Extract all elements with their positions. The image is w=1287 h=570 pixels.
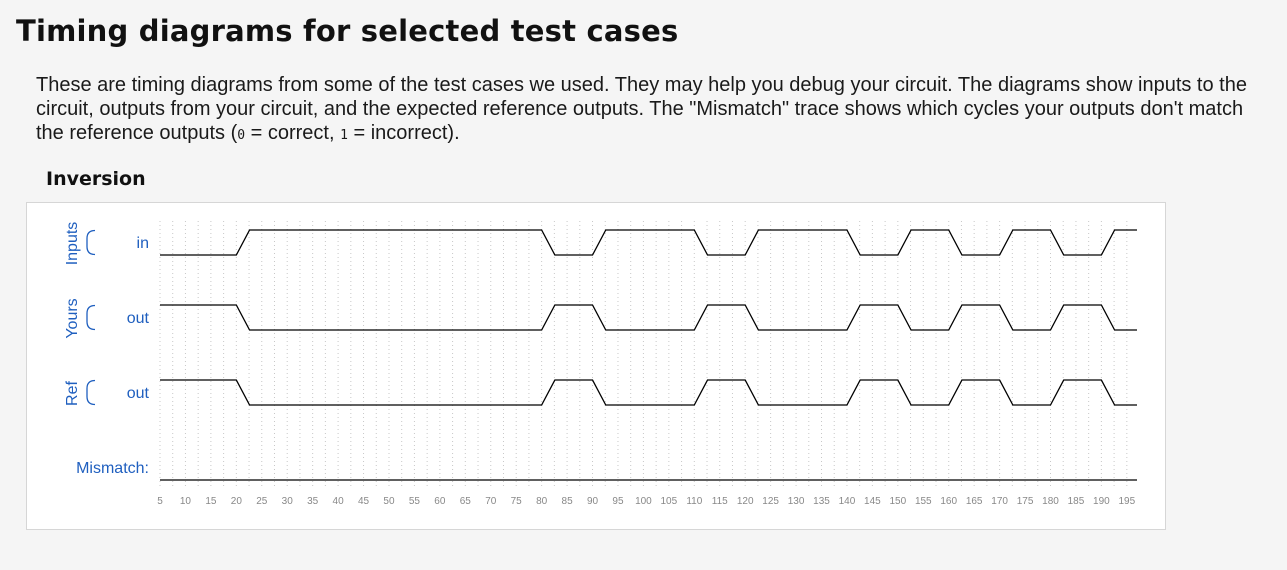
tick-label: 40 <box>333 496 345 507</box>
tick-label: 20 <box>231 496 243 507</box>
tick-label: 160 <box>940 496 957 507</box>
group-label-ref: Ref <box>64 381 81 406</box>
tick-label: 125 <box>762 496 779 507</box>
tick-label: 110 <box>686 496 702 507</box>
tick-label: 95 <box>612 496 624 507</box>
tick-label: 155 <box>915 496 932 507</box>
tick-label: 30 <box>282 496 294 507</box>
tick-label: 165 <box>966 496 983 507</box>
tick-label: 175 <box>1017 496 1034 507</box>
signal-label-0: in <box>137 235 149 252</box>
mismatch-label: Mismatch: <box>76 460 149 477</box>
tick-label: 190 <box>1093 496 1110 507</box>
tick-label: 45 <box>358 496 370 507</box>
tick-label: 5 <box>157 496 163 507</box>
timing-diagram: in out out Inputs Yours Ref Mismatch: 5 10 15 20 25… <box>64 221 1137 507</box>
tick-label: 130 <box>788 496 805 507</box>
tick-label: 140 <box>839 496 856 507</box>
section-title-inversion: Inversion <box>46 168 146 190</box>
group-bracket-1 <box>86 304 96 331</box>
tick-label: 60 <box>434 496 446 507</box>
tick-label: 50 <box>383 496 395 507</box>
intro-code-incorrect: 1 <box>340 128 348 143</box>
waveform-1 <box>160 304 1137 331</box>
tick-label: 10 <box>180 496 192 507</box>
tick-label: 100 <box>635 496 652 507</box>
tick-label: 135 <box>813 496 830 507</box>
intro-code-correct: 0 <box>237 128 246 143</box>
tick-label: 85 <box>562 496 574 507</box>
tick-label: 25 <box>256 496 268 507</box>
tick-label: 75 <box>511 496 523 507</box>
tick-label: 120 <box>737 496 754 507</box>
tick-label: 150 <box>889 496 906 507</box>
waveform-2 <box>160 379 1137 406</box>
tick-label: 195 <box>1118 496 1135 507</box>
tick-label: 90 <box>587 496 599 507</box>
signal-label-1: out <box>127 310 150 327</box>
tick-label: 180 <box>1042 496 1059 507</box>
tick-label: 70 <box>485 496 497 507</box>
group-label-inputs: Inputs <box>64 222 81 266</box>
signal-label-2: out <box>127 385 150 402</box>
intro-text-3: = incorrect). <box>347 122 460 144</box>
tick-label: 185 <box>1068 496 1085 507</box>
intro-text-2: = correct, <box>245 122 341 144</box>
intro-paragraph: These are timing diagrams from some of t… <box>36 73 1276 148</box>
tick-label: 80 <box>536 496 548 507</box>
tick-label: 105 <box>661 496 678 507</box>
tick-label: 170 <box>991 496 1008 507</box>
tick-label: 65 <box>460 496 472 507</box>
tick-label: 35 <box>307 496 319 507</box>
group-label-yours: Yours <box>64 298 81 338</box>
tick-label: 55 <box>409 496 421 507</box>
tick-label: 15 <box>205 496 217 507</box>
tick-label: 115 <box>712 496 728 507</box>
group-bracket-2 <box>86 379 96 406</box>
tick-label: 145 <box>864 496 881 507</box>
group-bracket-0 <box>86 229 96 256</box>
page-title: Timing diagrams for selected test cases <box>16 14 679 48</box>
timing-diagram-panel: in out out Inputs Yours Ref Mismatch: 5 10 15 20 25… <box>26 202 1166 530</box>
intro-text-1: These are timing diagrams from some of t… <box>36 74 1247 144</box>
waveform-0 <box>160 229 1137 256</box>
